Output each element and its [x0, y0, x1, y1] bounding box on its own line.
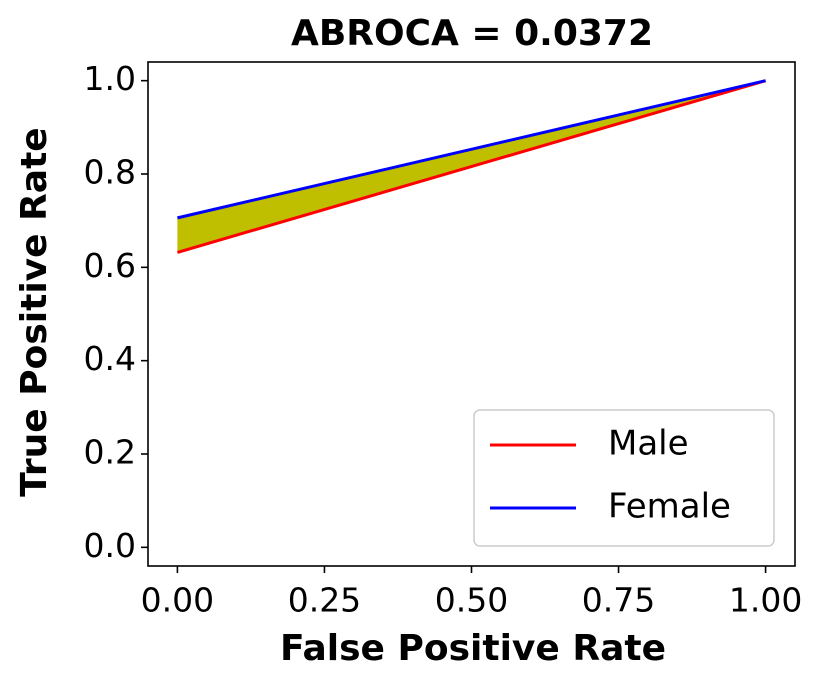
x-tick-label: 0.75: [582, 581, 655, 620]
y-tick-label: 0.6: [84, 246, 136, 285]
x-axis-label: False Positive Rate: [280, 628, 666, 669]
legend-label: Male: [608, 424, 689, 464]
y-tick-label: 0.4: [84, 339, 136, 378]
y-tick-label: 0.8: [84, 153, 136, 192]
x-tick-label: 0.25: [288, 581, 361, 620]
legend-label: Female: [608, 487, 731, 527]
x-tick-label: 1.00: [729, 581, 802, 620]
line: [176, 79, 767, 254]
line: [177, 79, 766, 220]
y-tick-label: 0.2: [84, 433, 136, 472]
x-tick-label: 0.50: [435, 581, 508, 620]
y-tick-label: 0.0: [84, 526, 136, 565]
x-tick-label: 0.00: [141, 581, 214, 620]
y-tick-label: 1.0: [84, 59, 136, 98]
chart-title: ABROCA = 0.0372: [291, 13, 653, 54]
y-axis-label: True Positive Rate: [14, 127, 55, 496]
